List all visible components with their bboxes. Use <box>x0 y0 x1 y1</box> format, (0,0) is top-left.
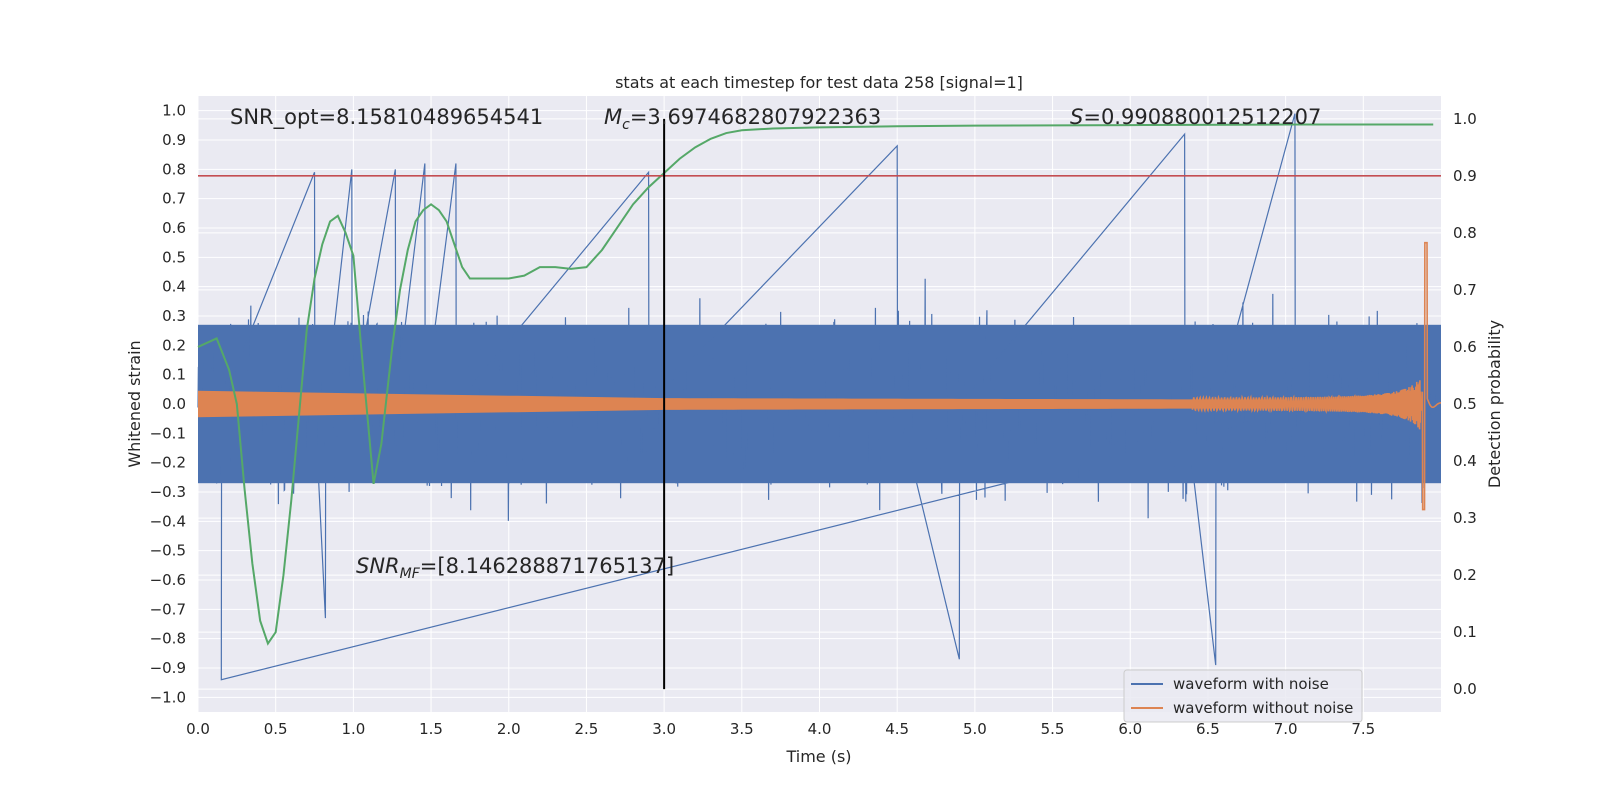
x-tick-label: 5.0 <box>963 720 987 738</box>
y-left-tick-label: −0.5 <box>150 542 186 560</box>
y-left-tick-label: −0.2 <box>150 454 186 472</box>
y-right-tick-label: 0.7 <box>1453 281 1477 299</box>
x-tick-label: 3.0 <box>652 720 676 738</box>
y-right-tick-label: 0.2 <box>1453 566 1477 584</box>
y-left-tick-label: 0.8 <box>162 160 186 178</box>
x-tick-label: 7.5 <box>1351 720 1375 738</box>
y-left-tick-label: −0.7 <box>150 600 186 618</box>
x-tick-label: 6.5 <box>1196 720 1220 738</box>
legend: waveform with noise waveform without noi… <box>1123 669 1363 723</box>
y-right-tick-label: 0.0 <box>1453 680 1477 698</box>
y-left-tick-label: −0.9 <box>150 659 186 677</box>
x-tick-label: 3.5 <box>730 720 754 738</box>
x-tick-label: 0.0 <box>186 720 210 738</box>
y-left-tick-label: −0.6 <box>150 571 186 589</box>
y-left-tick-label: 0.9 <box>162 131 186 149</box>
y-left-tick-label: 0.1 <box>162 366 186 384</box>
axis-ticks: 0.0 0.5 1.0 1.5 2.0 2.5 3.0 3.5 4.0 4.5 5.0 5.5 6.0 6… <box>150 102 1477 738</box>
series-detection-probability <box>197 123 1434 646</box>
y-left-tick-label: 0.0 <box>162 395 186 413</box>
y-right-tick-label: 1.0 <box>1453 110 1477 128</box>
clean-waveform-band <box>198 390 1286 418</box>
x-tick-label: 7.0 <box>1274 720 1298 738</box>
x-tick-label: 6.0 <box>1118 720 1142 738</box>
annotation-snr-mf: SNRMF=[8.146288871765137] <box>356 554 674 582</box>
y-right-tick-label: 0.4 <box>1453 452 1477 470</box>
y-left-tick-label: −0.1 <box>150 424 186 442</box>
series-waveform-without-noise <box>198 241 1441 511</box>
x-tick-label: 4.0 <box>808 720 832 738</box>
y-left-tick-label: 0.7 <box>162 190 186 208</box>
y-right-tick-label: 0.6 <box>1453 338 1477 356</box>
y-left-tick-label: 0.4 <box>162 278 186 296</box>
x-tick-label: 5.5 <box>1041 720 1065 738</box>
clean-waveform-chirp <box>1191 241 1441 511</box>
x-tick-label: 4.5 <box>885 720 909 738</box>
legend-box <box>1123 669 1363 723</box>
y-left-tick-label: 0.3 <box>162 307 186 325</box>
annotation-chirp-mass: Mc=3.6974682807922363 <box>604 105 881 133</box>
y-left-tick-label: −1.0 <box>150 688 186 706</box>
threshold-and-marker <box>198 118 1441 690</box>
y-axis-label-right: Detection probability <box>1485 320 1504 488</box>
y-right-tick-label: 0.8 <box>1453 224 1477 242</box>
detection-probability-line <box>197 123 1434 646</box>
y-left-tick-label: −0.3 <box>150 483 186 501</box>
annotation-score: S=0.990880012512207 <box>1070 105 1321 129</box>
y-left-tick-label: 0.5 <box>162 248 186 266</box>
x-tick-label: 2.5 <box>575 720 599 738</box>
y-left-tick-label: 1.0 <box>162 102 186 120</box>
x-tick-label: 0.5 <box>264 720 288 738</box>
x-axis-label: Time (s) <box>785 747 851 766</box>
y-axis-label-left: Whitened strain <box>125 340 144 467</box>
y-left-tick-label: −0.8 <box>150 630 186 648</box>
x-tick-label: 2.0 <box>497 720 521 738</box>
annotation-snr-opt: SNR_opt=8.15810489654541 <box>230 105 543 130</box>
x-tick-label: 1.5 <box>419 720 443 738</box>
y-right-tick-label: 0.9 <box>1453 167 1477 185</box>
y-right-tick-label: 0.1 <box>1453 623 1477 641</box>
y-left-tick-label: 0.6 <box>162 219 186 237</box>
y-right-tick-label: 0.3 <box>1453 509 1477 527</box>
y-left-tick-label: 0.2 <box>162 336 186 354</box>
y-right-tick-label: 0.5 <box>1453 395 1477 413</box>
legend-label-waveform-with-noise: waveform with noise <box>1173 675 1329 693</box>
legend-label-waveform-without-noise: waveform without noise <box>1173 699 1353 717</box>
y-left-tick-label: −0.4 <box>150 512 186 530</box>
chart-title: stats at each timestep for test data 258… <box>615 73 1023 92</box>
x-tick-label: 1.0 <box>341 720 365 738</box>
